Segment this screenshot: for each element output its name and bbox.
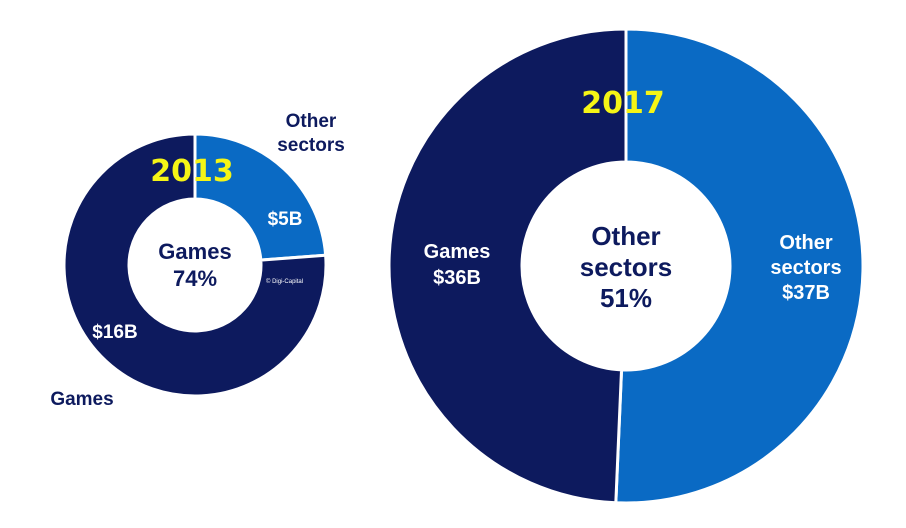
- year-label-2013: 2013: [150, 154, 234, 189]
- year-label-2017: 2017: [581, 86, 665, 121]
- center-label-2017-line3: 51%: [600, 283, 652, 313]
- inside-label-2017-games-line2: $36B: [433, 267, 481, 289]
- value-label-2013-games: $16B: [92, 322, 137, 343]
- center-label-2017-line1: Other: [591, 221, 660, 251]
- center-label-2013-line2: 74%: [173, 266, 217, 291]
- slice-2017-games: [387, 27, 628, 505]
- inside-label-2017-games-line1: Games: [424, 241, 491, 263]
- outside-label-2013-other-line2: sectors: [277, 135, 345, 156]
- inside-label-2017-other-line2: sectors: [770, 257, 841, 279]
- slice-2013-games: [62, 132, 328, 398]
- slice-2017-other-sectors: [614, 27, 865, 505]
- inside-label-2017-other-line3: $37B: [782, 282, 830, 304]
- slice-2013-other-sectors: [193, 132, 328, 262]
- watermark-digi-capital: © Digi-Capital: [266, 278, 303, 285]
- outside-label-2013-other-line1: Other: [286, 111, 337, 132]
- donut-2013: 2013 $5B $16B Games 74% © Digi-Capital O…: [50, 111, 344, 410]
- value-label-2013-other: $5B: [268, 209, 303, 230]
- outside-label-2013-games: Games: [50, 389, 113, 410]
- center-label-2013-line1: Games: [158, 239, 231, 264]
- center-label-2017-line2: sectors: [580, 252, 673, 282]
- inside-label-2017-other-line1: Other: [779, 232, 833, 254]
- donut-2017: 2017 Games $36B Other sectors $37B Other…: [387, 27, 865, 505]
